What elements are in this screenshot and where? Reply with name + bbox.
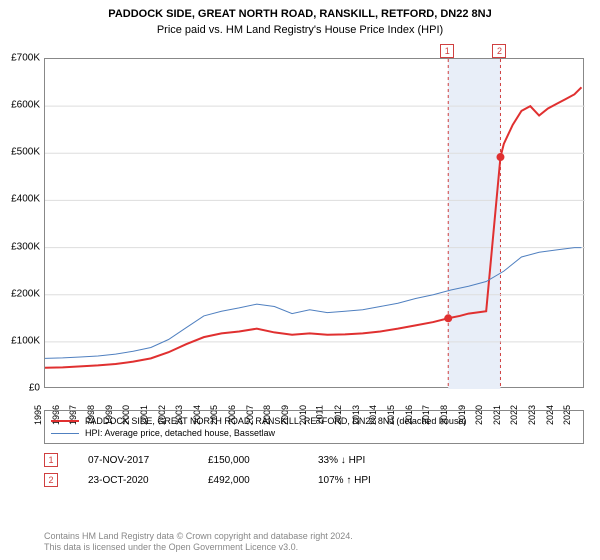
transaction-marker: 2 xyxy=(44,473,58,487)
transaction-date: 07-NOV-2017 xyxy=(88,455,178,466)
ytick-label: £200K xyxy=(11,288,40,299)
legend: PADDOCK SIDE, GREAT NORTH ROAD, RANSKILL… xyxy=(44,410,584,444)
legend-label: HPI: Average price, detached house, Bass… xyxy=(85,428,275,438)
ytick-label: £0 xyxy=(29,383,40,394)
legend-swatch xyxy=(51,433,79,434)
footer-text: Contains HM Land Registry data © Crown c… xyxy=(44,531,353,554)
xtick-label: 1995 xyxy=(33,405,43,425)
ytick-label: £600K xyxy=(11,100,40,111)
transaction-marker: 1 xyxy=(44,453,58,467)
marker-box-1: 1 xyxy=(440,44,454,58)
ytick-label: £100K xyxy=(11,335,40,346)
chart-subtitle: Price paid vs. HM Land Registry's House … xyxy=(0,20,600,36)
ytick-label: £400K xyxy=(11,194,40,205)
transaction-row: 1 07-NOV-2017 £150,000 33% ↓ HPI xyxy=(44,450,371,470)
legend-label: PADDOCK SIDE, GREAT NORTH ROAD, RANSKILL… xyxy=(85,416,466,426)
ytick-label: £300K xyxy=(11,241,40,252)
ytick-label: £700K xyxy=(11,53,40,64)
transaction-pct: 33% ↓ HPI xyxy=(318,455,365,466)
legend-row: HPI: Average price, detached house, Bass… xyxy=(51,427,577,439)
marker-box-2: 2 xyxy=(492,44,506,58)
transaction-pct: 107% ↑ HPI xyxy=(318,475,371,486)
footer-line2: This data is licensed under the Open Gov… xyxy=(44,542,353,554)
chart-title: PADDOCK SIDE, GREAT NORTH ROAD, RANSKILL… xyxy=(0,0,600,20)
transaction-date: 23-OCT-2020 xyxy=(88,475,178,486)
transaction-price: £150,000 xyxy=(208,455,288,466)
transaction-row: 2 23-OCT-2020 £492,000 107% ↑ HPI xyxy=(44,470,371,490)
chart-svg xyxy=(45,59,585,389)
chart-plot-area xyxy=(44,58,584,388)
legend-swatch xyxy=(51,420,79,422)
ytick-label: £500K xyxy=(11,147,40,158)
footer-line1: Contains HM Land Registry data © Crown c… xyxy=(44,531,353,543)
transaction-price: £492,000 xyxy=(208,475,288,486)
transactions-table: 1 07-NOV-2017 £150,000 33% ↓ HPI 2 23-OCT-202… xyxy=(44,450,371,490)
legend-row: PADDOCK SIDE, GREAT NORTH ROAD, RANSKILL… xyxy=(51,415,577,427)
